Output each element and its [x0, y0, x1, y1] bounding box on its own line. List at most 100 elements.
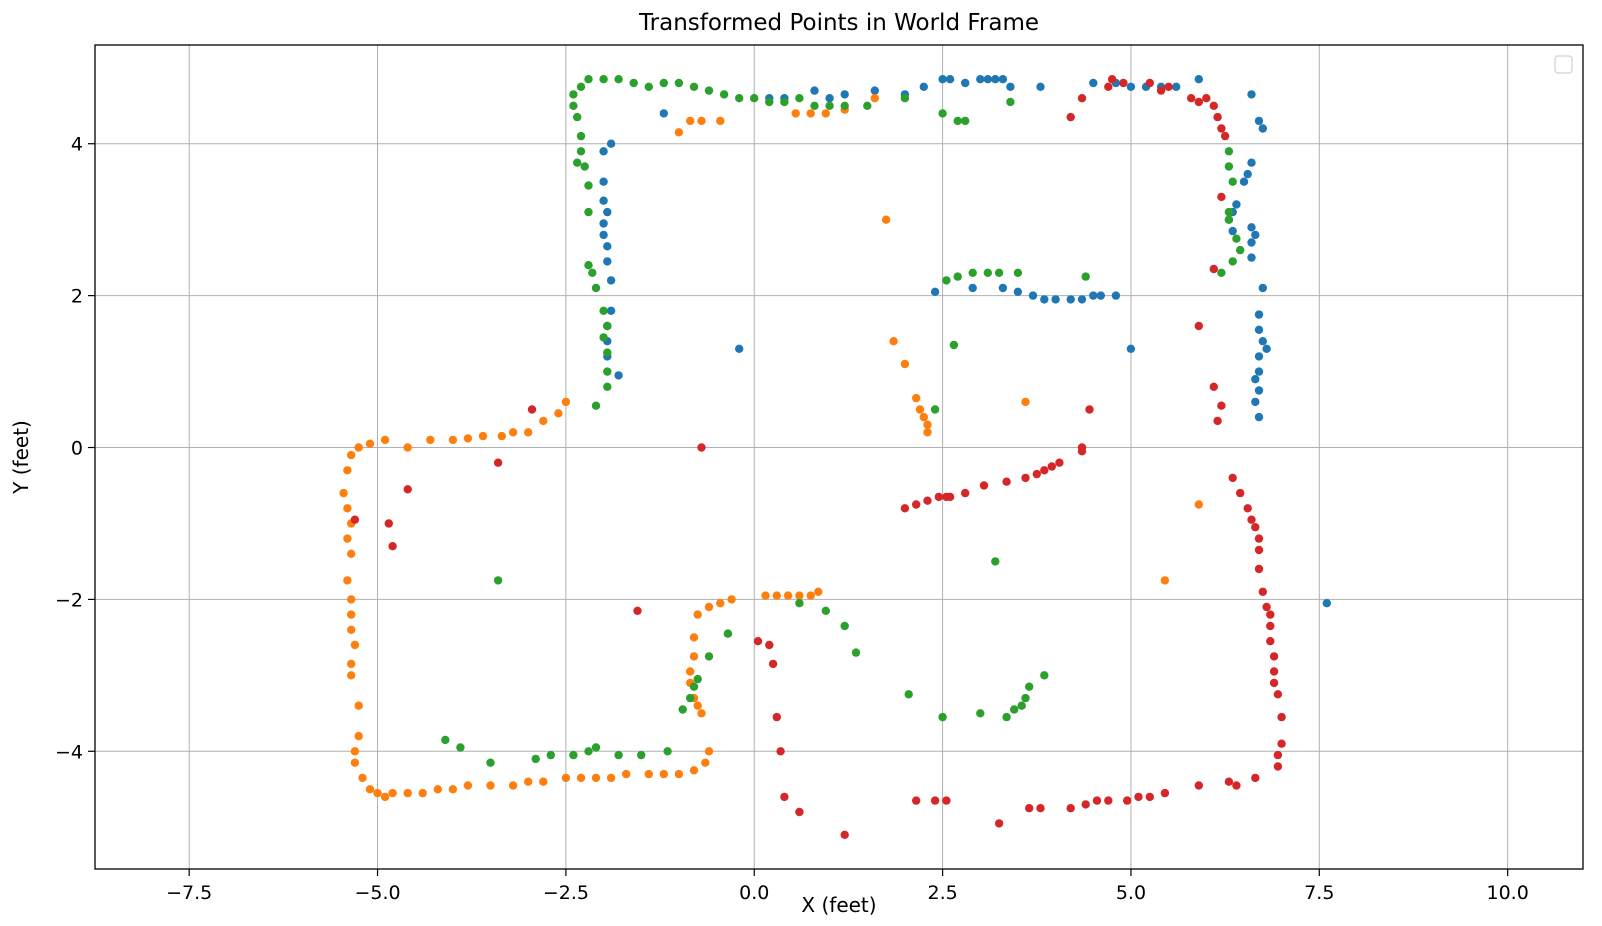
data-point [1194, 781, 1204, 790]
data-point [1092, 796, 1102, 805]
data-point [945, 492, 955, 502]
data-point [603, 321, 612, 331]
data-point [1228, 473, 1237, 483]
data-point [1273, 690, 1283, 699]
data-point [493, 576, 503, 585]
data-point [961, 78, 970, 88]
data-point [1089, 78, 1098, 88]
data-point [591, 401, 601, 410]
data-point [1228, 257, 1237, 266]
data-point [1254, 367, 1264, 376]
data-point [599, 75, 608, 84]
series-3 [350, 75, 1286, 839]
data-point [497, 431, 506, 441]
data-point [633, 606, 642, 615]
data-point [1066, 112, 1075, 122]
data-point [663, 747, 672, 756]
data-point [697, 116, 706, 126]
data-point [403, 485, 412, 494]
data-point [716, 599, 725, 608]
data-point [689, 633, 699, 642]
data-point [968, 283, 977, 293]
data-point [354, 701, 363, 710]
data-point [1089, 291, 1098, 300]
data-point [674, 78, 684, 88]
data-point [1224, 215, 1234, 224]
data-point [942, 796, 951, 805]
data-point [994, 819, 1004, 828]
data-point [938, 75, 947, 84]
data-point [1040, 295, 1049, 304]
data-point [840, 90, 849, 99]
data-point [350, 758, 360, 767]
data-point [1194, 500, 1204, 509]
data-point [870, 94, 879, 103]
data-point [1254, 386, 1264, 395]
data-point [591, 773, 601, 783]
data-point [343, 534, 352, 543]
data-point [1213, 416, 1222, 426]
data-point [1228, 226, 1237, 236]
data-point [953, 272, 962, 281]
data-point [354, 443, 363, 452]
data-point [1021, 397, 1030, 407]
data-point [569, 101, 578, 111]
data-point [637, 750, 646, 760]
data-point [546, 750, 555, 760]
data-point [448, 435, 458, 445]
data-point [953, 116, 962, 126]
data-point [561, 397, 571, 407]
data-point [1266, 637, 1275, 646]
data-point [1269, 678, 1279, 688]
data-point [524, 777, 533, 786]
data-point [1066, 804, 1075, 813]
data-point [1269, 667, 1279, 676]
data-point [1236, 245, 1245, 255]
data-point [343, 466, 352, 475]
y-tick-label: 0 [71, 438, 83, 460]
data-point [697, 709, 706, 718]
data-point [584, 261, 593, 270]
data-point [900, 359, 910, 369]
plot-frame [94, 44, 1584, 870]
data-point [991, 75, 1000, 84]
data-point [584, 207, 593, 217]
data-point [539, 416, 548, 426]
data-point [347, 595, 356, 604]
data-point [1006, 82, 1015, 92]
data-point [772, 712, 781, 722]
data-point [1213, 112, 1222, 122]
data-point [1254, 325, 1264, 334]
data-point [569, 750, 578, 760]
data-point [403, 443, 412, 452]
data-point [1156, 86, 1166, 95]
data-point [686, 116, 695, 126]
data-point [674, 128, 684, 137]
data-point [674, 769, 684, 779]
data-point [1111, 291, 1121, 300]
data-point [923, 420, 932, 429]
data-point [606, 773, 616, 783]
data-point [347, 610, 356, 619]
data-point [606, 276, 616, 285]
data-point [1239, 177, 1249, 186]
chart-title: Transformed Points in World Frame [638, 10, 1039, 36]
data-point [1236, 488, 1245, 498]
data-point [1164, 82, 1173, 92]
data-point [912, 393, 921, 403]
data-point [433, 785, 442, 794]
data-point [772, 591, 781, 600]
data-point [388, 542, 397, 551]
data-point [448, 785, 458, 794]
data-point [1006, 97, 1015, 107]
data-point [347, 450, 356, 460]
data-point [347, 659, 356, 669]
data-point [659, 109, 668, 118]
data-point [1251, 375, 1260, 384]
data-point [524, 428, 533, 437]
data-point [1224, 147, 1234, 156]
y-axis-label: Y (feet) [9, 420, 33, 495]
data-point [814, 587, 823, 596]
